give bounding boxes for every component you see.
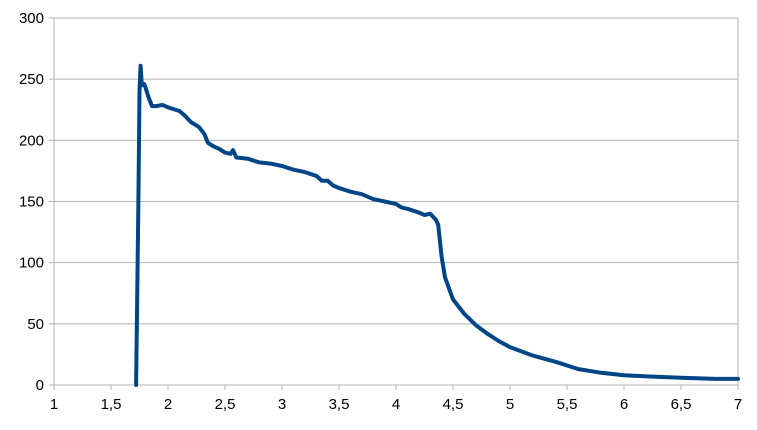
y-tick-label: 300 [19, 10, 44, 27]
series-line [134, 63, 740, 387]
y-tick-label: 200 [19, 132, 44, 149]
x-tick-label: 2,5 [215, 396, 236, 413]
series-group [134, 63, 740, 387]
gridlines [54, 17, 738, 386]
y-tick-label: 0 [36, 377, 44, 394]
x-tick-label: 4,5 [443, 396, 464, 413]
y-tick-label: 100 [19, 255, 44, 272]
x-tick-label: 4 [392, 396, 400, 413]
x-tick-label: 5 [506, 396, 514, 413]
y-tick-label: 250 [19, 71, 44, 88]
x-tick-label: 2 [164, 396, 172, 413]
x-tick-label: 3,5 [329, 396, 350, 413]
x-tick-label: 6,5 [671, 396, 692, 413]
x-tick-labels: 1 1,5 2 2,5 3 3,5 4 4,5 5 5,5 6 6,5 7 [50, 396, 742, 413]
x-tick-label: 1,5 [101, 396, 122, 413]
x-tick-label: 5,5 [557, 396, 578, 413]
x-tick-label: 3 [278, 396, 286, 413]
x-tick-label: 6 [620, 396, 628, 413]
axes [49, 17, 739, 390]
x-tick-label: 7 [734, 396, 742, 413]
x-tick-label: 1 [50, 396, 58, 413]
y-tick-labels: 0 50 100 150 200 250 300 [19, 10, 44, 394]
y-tick-label: 150 [19, 194, 44, 211]
y-tick-label: 50 [27, 316, 44, 333]
